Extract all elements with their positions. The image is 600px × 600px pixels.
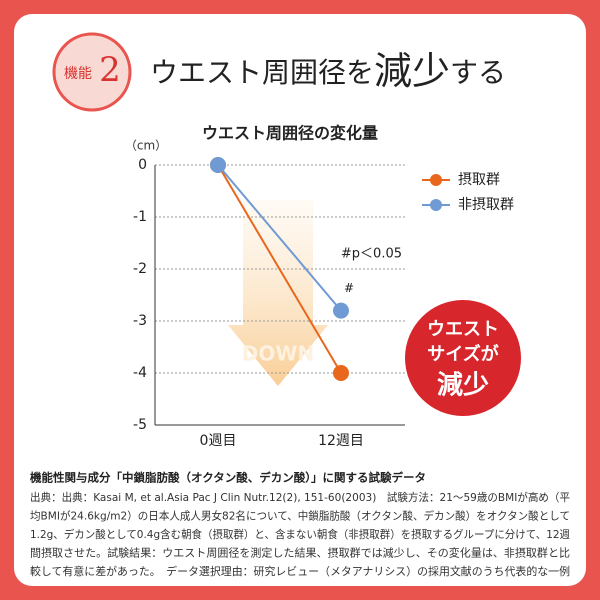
footnote-line: 間摂取させた。試験結果：ウエスト周囲径を測定した結果、摂取群では減少し、その変化… bbox=[30, 546, 570, 560]
heading-text: する bbox=[450, 56, 506, 89]
data-point bbox=[210, 157, 226, 173]
x-tick-label: 0週目 bbox=[200, 433, 237, 449]
badge-label: 機能 bbox=[64, 66, 92, 82]
footnote-title: 機能性関与成分「中鎖脂肪酸（オクタン酸、デカン酸）」に関する試験データ bbox=[30, 471, 426, 485]
footnote-line: 均BMIが24.6kg/m2）の日本人成人男女82名について、中鎖脂肪酸（オクタ… bbox=[30, 509, 570, 523]
callout-text: サイズが bbox=[427, 343, 498, 365]
y-tick-label: -2 bbox=[133, 261, 147, 277]
callout bbox=[405, 300, 521, 416]
x-tick-label: 12週目 bbox=[318, 433, 364, 449]
legend-label: 非摂取群 bbox=[458, 197, 514, 213]
heading-text: ウエスト周囲径を bbox=[150, 56, 374, 89]
y-tick-label: 0 bbox=[138, 157, 147, 173]
y-tick-label: -4 bbox=[133, 365, 147, 381]
series-line bbox=[217, 164, 342, 312]
y-tick-label: -3 bbox=[133, 313, 147, 329]
legend-label: 摂取群 bbox=[458, 172, 500, 188]
legend-marker bbox=[430, 174, 442, 186]
y-tick-label: -1 bbox=[133, 209, 147, 225]
y-tick-label: -5 bbox=[133, 417, 147, 433]
legend-marker bbox=[430, 199, 442, 211]
significance-note: #p＜0.05 bbox=[341, 247, 402, 262]
significance-mark: # bbox=[344, 281, 354, 295]
chart-title: ウエスト周囲径の変化量 bbox=[202, 124, 378, 143]
series-line bbox=[217, 164, 342, 374]
down-arrow bbox=[228, 200, 328, 386]
heading: ウエスト周囲径を減少する bbox=[150, 49, 506, 93]
badge bbox=[52, 32, 132, 112]
data-point bbox=[333, 365, 349, 381]
badge-number: 2 bbox=[99, 50, 121, 90]
footnote-line: 1.2g、デカン酸として0.4g含む朝食（摂取群）と、含まない朝食（非摂取群）を… bbox=[30, 527, 570, 541]
heading-emphasis: 減少 bbox=[374, 49, 450, 93]
y-unit: （cm） bbox=[125, 139, 167, 153]
callout-big: 減少 bbox=[437, 371, 489, 401]
callout-text: ウエスト bbox=[427, 319, 499, 340]
arrow-label: DOWN bbox=[242, 342, 314, 366]
footnote-line: 較して有意に差があった。 データ選択理由：研究レビュー（メタアナリシス）の採用文… bbox=[30, 564, 570, 578]
footnote-line: 出典：出典：Kasai M, et al.Asia Pac J Clin Nut… bbox=[30, 490, 570, 504]
data-point bbox=[333, 302, 349, 319]
